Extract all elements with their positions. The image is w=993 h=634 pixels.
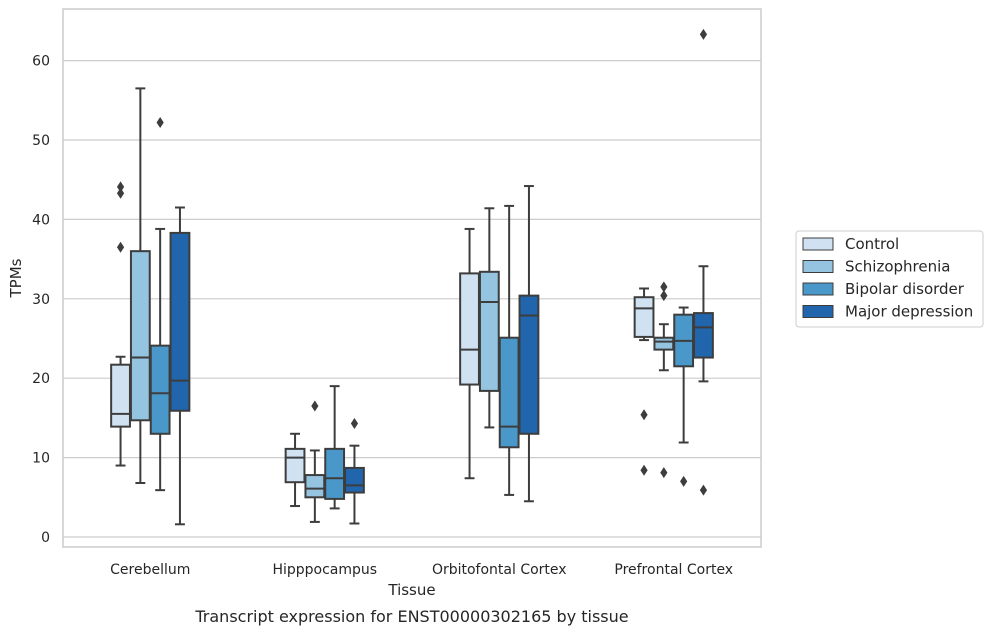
outlier-point: [116, 181, 125, 193]
outlier-point: [311, 400, 319, 412]
box: [459, 272, 480, 386]
y-tick-label: 60: [32, 54, 50, 70]
box: [693, 312, 714, 359]
legend-label: Schizophrenia: [845, 258, 950, 276]
plot-frame: [62, 8, 762, 548]
x-tick-label: Prefrontal Cortex: [614, 562, 733, 578]
box: [149, 344, 171, 435]
legend-label: Major depression: [845, 303, 973, 321]
legend-swatch: [802, 237, 834, 251]
y-tick-label: 50: [32, 133, 50, 149]
box: [344, 466, 365, 494]
y-tick-label: 10: [32, 451, 50, 467]
box: [304, 474, 326, 499]
y-tick-labels: 0 10 20 30 40 50 60: [32, 54, 50, 546]
outlier-point: [640, 464, 648, 476]
x-tick-label: Hipppocampus: [272, 562, 377, 578]
x-tick-label: Orbitofontal Cortex: [432, 562, 567, 578]
outlier-point: [350, 417, 359, 429]
legend-swatch: [802, 282, 834, 296]
outlier-point: [660, 281, 668, 293]
outlier-point: [116, 187, 125, 199]
legend-swatch: [802, 260, 834, 273]
box: [498, 336, 520, 449]
outlier-point: [116, 241, 125, 253]
x-tick-labels: Cerebellum Hipppocampus Orbitofontal Corte…: [110, 562, 733, 578]
box: [324, 447, 346, 500]
outlier-point: [156, 117, 164, 129]
box: [169, 231, 191, 412]
box: [518, 294, 540, 435]
box: [110, 363, 131, 428]
legend-swatch: [802, 305, 834, 318]
y-tick-label: 40: [32, 212, 50, 228]
box: [478, 270, 500, 392]
box: [284, 447, 306, 484]
box-series: [110, 28, 714, 526]
y-tick-label: 0: [41, 530, 50, 546]
y-tick-label: 20: [32, 371, 50, 387]
legend-label: Control: [845, 235, 899, 253]
outlier-point: [660, 467, 668, 479]
y-axis-label: TPMs: [7, 258, 25, 298]
legend: Control Schizophrenia Bipolar disorder Majo…: [795, 230, 984, 328]
y-tick-label: 30: [32, 292, 50, 308]
outlier-point: [640, 409, 648, 421]
outlier-point: [680, 475, 688, 487]
outlier-point: [660, 290, 668, 302]
outlier-point: [699, 28, 708, 40]
x-tick-label: Cerebellum: [110, 562, 190, 578]
x-axis-label: Tissue: [387, 581, 435, 599]
chart-caption: Transcript expression for ENST0000030216…: [194, 607, 628, 626]
box: [653, 336, 675, 351]
legend-label: Bipolar disorder: [845, 280, 965, 298]
plot-background: [63, 9, 761, 547]
legend-frame: [795, 230, 984, 328]
box: [129, 250, 151, 422]
outlier-point: [699, 484, 708, 496]
box: [633, 296, 655, 338]
